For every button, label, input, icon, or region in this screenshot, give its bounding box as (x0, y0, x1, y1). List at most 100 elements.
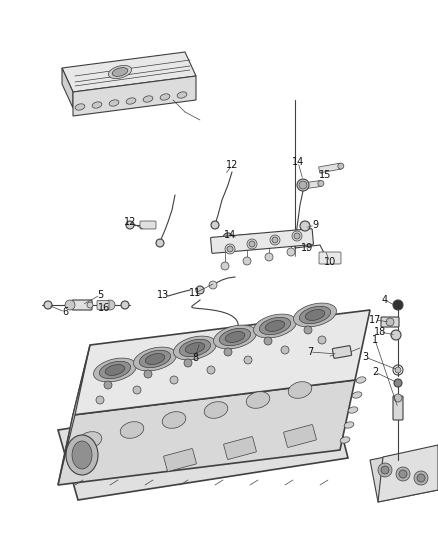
Ellipse shape (143, 96, 153, 102)
Polygon shape (370, 448, 438, 502)
Circle shape (299, 181, 307, 189)
Circle shape (184, 359, 192, 367)
Circle shape (378, 463, 392, 477)
Circle shape (144, 370, 152, 378)
FancyBboxPatch shape (224, 437, 256, 459)
Polygon shape (62, 52, 196, 92)
Ellipse shape (72, 441, 92, 469)
Ellipse shape (356, 377, 366, 383)
Circle shape (272, 237, 278, 243)
Circle shape (281, 346, 289, 354)
Ellipse shape (92, 102, 102, 108)
Text: 1: 1 (372, 335, 378, 345)
Ellipse shape (78, 432, 102, 448)
Circle shape (244, 356, 252, 364)
FancyBboxPatch shape (284, 425, 316, 447)
Ellipse shape (344, 422, 354, 428)
Polygon shape (58, 380, 355, 485)
FancyBboxPatch shape (72, 300, 92, 310)
FancyBboxPatch shape (164, 449, 196, 471)
Ellipse shape (305, 310, 325, 320)
Ellipse shape (134, 347, 177, 371)
Circle shape (417, 474, 425, 482)
Ellipse shape (139, 350, 171, 368)
Circle shape (338, 163, 344, 169)
FancyBboxPatch shape (319, 252, 341, 264)
Ellipse shape (162, 411, 186, 429)
Circle shape (225, 244, 235, 254)
Circle shape (209, 281, 217, 289)
Ellipse shape (246, 392, 270, 408)
Circle shape (227, 246, 233, 252)
Circle shape (126, 221, 134, 229)
Ellipse shape (120, 422, 144, 438)
Circle shape (318, 336, 326, 344)
Ellipse shape (109, 100, 119, 106)
Ellipse shape (288, 382, 312, 398)
FancyBboxPatch shape (393, 396, 403, 420)
FancyBboxPatch shape (381, 317, 399, 327)
Circle shape (249, 241, 255, 247)
Text: 6: 6 (62, 307, 68, 317)
FancyBboxPatch shape (97, 301, 109, 310)
Polygon shape (73, 310, 370, 415)
Ellipse shape (66, 435, 98, 475)
Ellipse shape (145, 353, 165, 365)
Circle shape (294, 233, 300, 239)
Ellipse shape (254, 314, 297, 338)
Text: 15: 15 (319, 170, 331, 180)
Polygon shape (319, 163, 341, 173)
Circle shape (399, 470, 407, 478)
Ellipse shape (112, 68, 128, 76)
Polygon shape (378, 445, 438, 502)
Circle shape (105, 300, 115, 310)
Circle shape (264, 337, 272, 345)
Ellipse shape (93, 358, 137, 382)
Ellipse shape (340, 437, 350, 443)
Ellipse shape (348, 407, 358, 413)
Polygon shape (299, 181, 321, 190)
Circle shape (44, 301, 52, 309)
Ellipse shape (105, 365, 125, 375)
Circle shape (300, 221, 310, 231)
Text: 11: 11 (189, 288, 201, 298)
Circle shape (395, 367, 401, 373)
Circle shape (396, 467, 410, 481)
FancyBboxPatch shape (211, 229, 314, 253)
Circle shape (394, 379, 402, 387)
Circle shape (224, 348, 232, 356)
Circle shape (304, 326, 312, 334)
Circle shape (223, 233, 233, 243)
Text: 4: 4 (382, 295, 388, 305)
Text: 14: 14 (224, 230, 236, 240)
Circle shape (247, 239, 257, 249)
Text: 16: 16 (98, 303, 110, 313)
Circle shape (221, 262, 229, 270)
FancyBboxPatch shape (332, 346, 352, 358)
Ellipse shape (160, 94, 170, 100)
Circle shape (393, 300, 403, 310)
Circle shape (391, 330, 401, 340)
Text: 17: 17 (369, 315, 381, 325)
Ellipse shape (75, 104, 85, 110)
Ellipse shape (177, 92, 187, 98)
Polygon shape (58, 345, 90, 485)
Circle shape (226, 341, 234, 349)
Text: 3: 3 (362, 352, 368, 362)
Ellipse shape (179, 340, 211, 357)
Polygon shape (58, 388, 348, 500)
Ellipse shape (225, 332, 245, 342)
Circle shape (121, 301, 129, 309)
Text: 19: 19 (301, 243, 313, 253)
Circle shape (297, 179, 309, 191)
Circle shape (87, 302, 93, 308)
Circle shape (318, 181, 324, 187)
Ellipse shape (219, 328, 251, 346)
Circle shape (381, 466, 389, 474)
Ellipse shape (99, 361, 131, 378)
Circle shape (270, 235, 280, 245)
Text: 12: 12 (226, 160, 238, 170)
Circle shape (156, 239, 164, 247)
Circle shape (414, 471, 428, 485)
Circle shape (196, 286, 204, 294)
